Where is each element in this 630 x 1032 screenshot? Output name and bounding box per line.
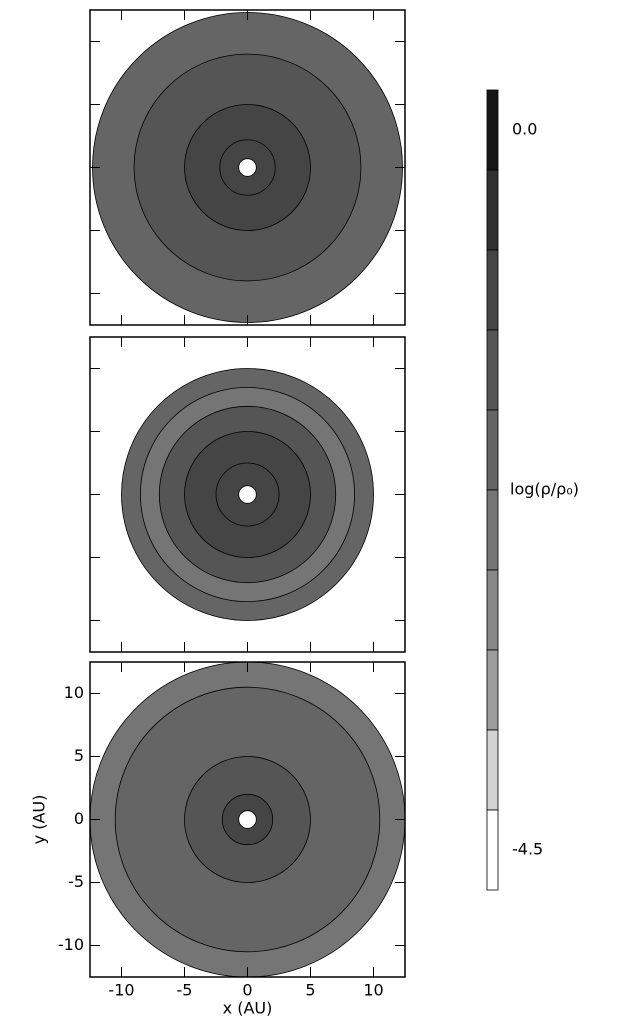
colorbar-band	[486, 649, 499, 731]
x-tick-label: 5	[305, 981, 315, 1000]
colorbar-band	[486, 809, 499, 891]
x-tick-label: -5	[177, 981, 193, 1000]
x-tick-label: -10	[108, 981, 134, 1000]
y-tick-label: 5	[74, 746, 84, 765]
y-tick-label: -5	[68, 872, 84, 891]
colorbar-band	[486, 329, 499, 411]
x-axis-label: x (AU)	[223, 999, 273, 1018]
colorbar-tick-label: 0.0	[512, 120, 537, 139]
contour-ring	[238, 485, 257, 504]
colorbar-band	[486, 169, 499, 251]
plot-area	[121, 368, 374, 621]
x-tick-label: 0	[242, 981, 252, 1000]
colorbar-label: log(ρ/ρ₀)	[510, 480, 579, 499]
colorbar-band	[486, 89, 499, 171]
x-tick-label: 10	[363, 981, 383, 1000]
contour-ring	[238, 158, 257, 177]
y-tick-label: 0	[74, 809, 84, 828]
y-tick-label: -10	[58, 935, 84, 954]
colorbar-tick-label: -4.5	[512, 840, 543, 859]
plot-area	[90, 662, 405, 977]
colorbar-band	[486, 409, 499, 491]
plot-area	[92, 12, 403, 323]
colorbar-band	[486, 249, 499, 331]
colorbar-band	[486, 489, 499, 571]
contour-ring	[238, 810, 257, 829]
y-tick-label: 10	[64, 683, 84, 702]
y-axis-label: y (AU)	[30, 795, 49, 845]
colorbar-band	[486, 569, 499, 651]
colorbar-band	[486, 729, 499, 811]
